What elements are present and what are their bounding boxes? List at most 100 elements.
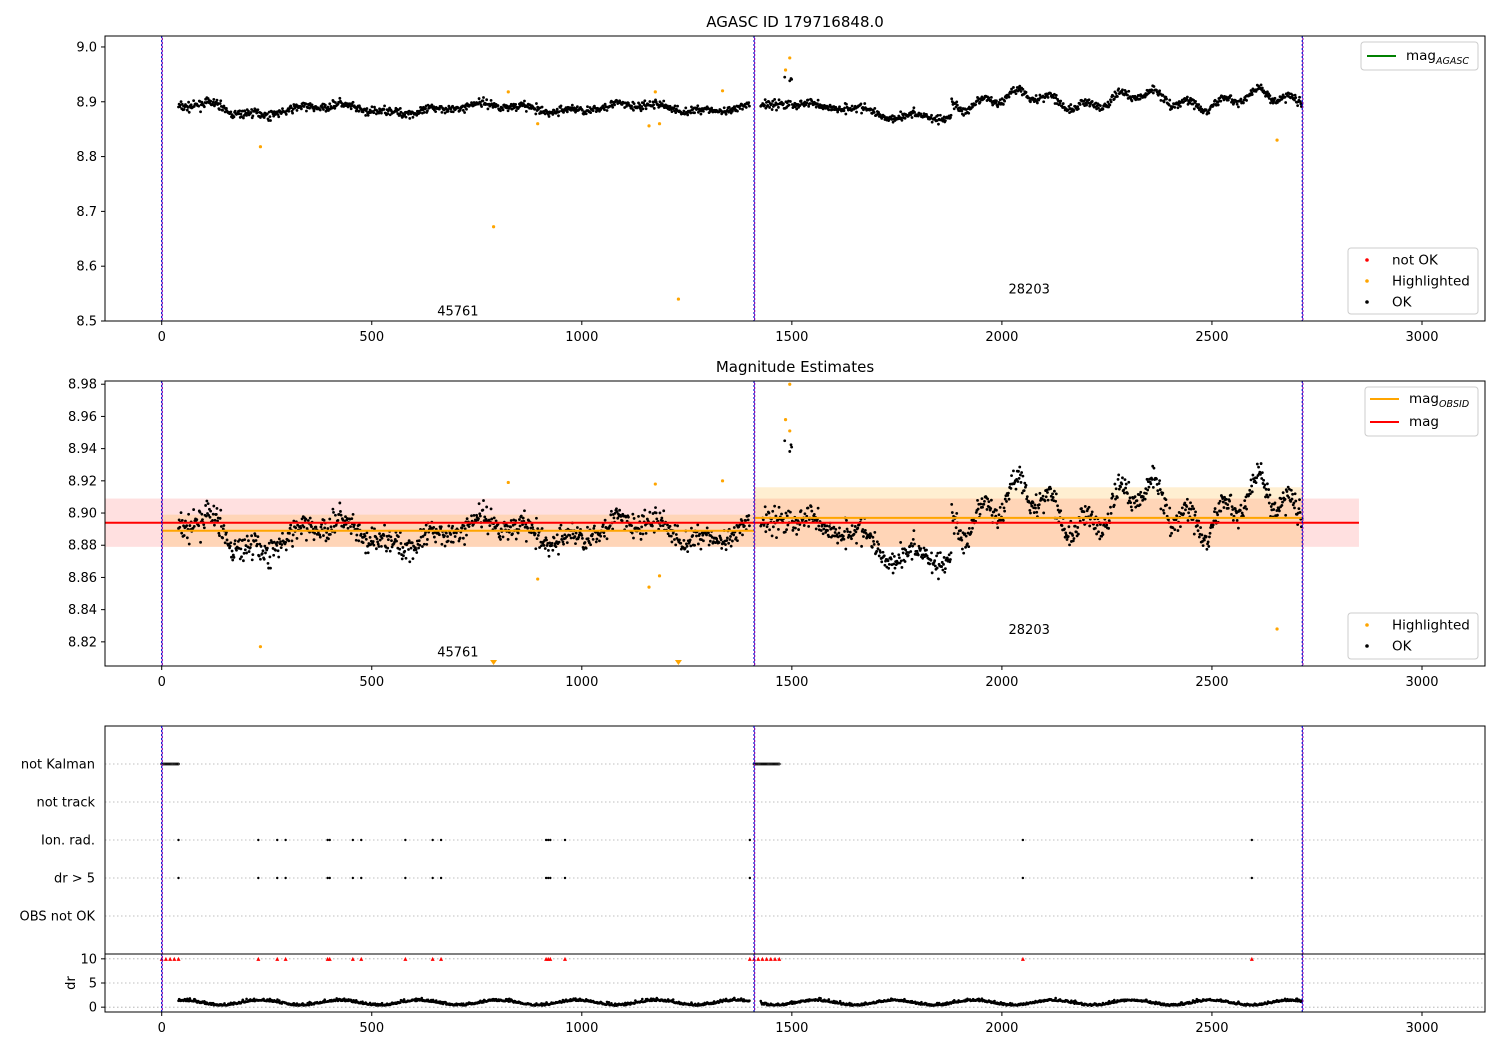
ok-point <box>463 111 466 114</box>
ok-point <box>299 532 303 536</box>
ok-point <box>838 526 841 530</box>
ok-point <box>798 104 802 108</box>
ok-point <box>1250 484 1254 488</box>
dr-gt-5-point <box>276 876 279 880</box>
ok-point <box>179 511 183 515</box>
ok-point <box>382 534 386 537</box>
ok-point <box>909 550 913 553</box>
ok-point <box>1204 108 1208 112</box>
ok-point <box>1223 495 1226 499</box>
ok-point <box>404 556 408 560</box>
ok-point <box>288 531 291 535</box>
ok-point <box>766 104 770 107</box>
ok-point <box>489 507 493 511</box>
ok-point <box>390 545 394 549</box>
ok-point <box>269 119 272 122</box>
ok-point <box>955 103 959 107</box>
ok-point <box>1101 107 1105 111</box>
ok-point <box>1272 508 1276 511</box>
ok-point <box>364 537 368 541</box>
ion-rad-point <box>549 838 552 842</box>
ok-point <box>219 525 223 528</box>
ok-point <box>1277 507 1281 511</box>
ok-point <box>232 555 236 559</box>
ok-point <box>1290 497 1294 501</box>
ok-point <box>274 548 277 552</box>
ok-point <box>304 517 308 521</box>
ok-point <box>404 115 408 119</box>
highlighted-point <box>783 68 788 72</box>
ok-point <box>370 105 374 109</box>
ok-point <box>225 531 228 534</box>
ok-point <box>1276 101 1279 104</box>
ok-point <box>808 102 812 105</box>
ok-point <box>921 556 925 560</box>
ok-point <box>935 566 939 570</box>
legend-label-main: mag <box>1409 414 1439 430</box>
ok-point <box>322 518 326 522</box>
ok-point <box>599 534 603 538</box>
ok-point <box>1032 511 1036 514</box>
ok-point <box>385 549 388 553</box>
ok-point <box>690 526 693 530</box>
ok-point <box>377 545 381 548</box>
ok-point <box>1213 510 1216 514</box>
ok-point <box>943 119 947 123</box>
ok-point <box>794 105 797 109</box>
ok-point <box>1237 526 1240 530</box>
ok-point <box>411 115 415 119</box>
ok-point <box>616 516 620 520</box>
ok-point <box>909 113 913 117</box>
ok-point <box>249 111 253 114</box>
ok-point <box>478 512 482 516</box>
ok-point <box>407 539 411 543</box>
ok-point <box>1289 499 1293 503</box>
ok-point <box>693 543 696 547</box>
ok-point <box>619 515 623 518</box>
ok-point <box>1097 530 1100 534</box>
ok-point <box>698 532 702 536</box>
ok-point <box>346 526 350 530</box>
ok-point <box>380 111 383 115</box>
ok-point <box>662 99 666 103</box>
ok-point <box>942 117 945 121</box>
ok-point <box>966 531 970 535</box>
ok-point <box>364 109 368 113</box>
ok-point <box>763 103 766 107</box>
ok-point <box>673 523 677 527</box>
ok-point <box>364 551 368 555</box>
ok-point <box>736 109 739 113</box>
ok-point <box>415 113 419 117</box>
ok-point <box>304 102 308 106</box>
ok-point <box>403 549 407 553</box>
ok-point <box>1185 505 1189 508</box>
ok-point <box>1054 499 1058 503</box>
ok-point <box>1071 539 1075 543</box>
ok-point <box>1015 477 1018 481</box>
out-of-range-marker <box>674 660 682 665</box>
ok-point <box>785 528 788 532</box>
ok-point <box>434 540 438 544</box>
ok-point <box>501 108 505 112</box>
ok-point <box>1171 526 1175 530</box>
ok-point <box>652 103 656 107</box>
ok-point <box>182 534 186 537</box>
ok-point <box>565 110 569 114</box>
ok-point <box>1121 476 1124 480</box>
ok-point <box>719 538 723 542</box>
ok-point <box>421 534 425 538</box>
ok-point <box>1001 102 1005 106</box>
ok-point <box>722 106 726 110</box>
ok-point <box>807 104 811 108</box>
ok-point <box>775 536 778 540</box>
ok-point <box>1248 492 1252 496</box>
ok-point <box>565 541 569 545</box>
y-tick-label: 8.98 <box>68 378 97 393</box>
ok-point <box>948 560 952 564</box>
ok-point <box>1213 507 1217 510</box>
ok-point <box>1298 95 1301 99</box>
ok-point <box>569 536 573 540</box>
ok-point <box>923 555 926 559</box>
ok-point <box>676 524 679 528</box>
ok-point <box>1120 90 1124 94</box>
